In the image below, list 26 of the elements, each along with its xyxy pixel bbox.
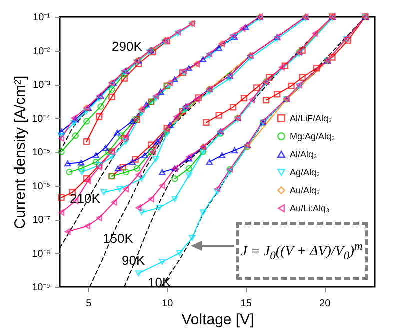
legend-label: Au/Alq₃ xyxy=(290,186,321,196)
y-tick-label: 10⁻¹ xyxy=(33,12,52,24)
legend-label: Au/Li:Alq₃ xyxy=(290,204,330,214)
y-tick-label: 10⁻⁹ xyxy=(32,282,50,294)
y-axis-title: Current density [A/cm²] xyxy=(12,76,30,230)
legend-label: Al/Alq₃ xyxy=(290,150,318,160)
x-tick-label: 10 xyxy=(162,298,174,310)
annotation: 290K xyxy=(112,39,142,54)
y-tick-label: 10⁻⁸ xyxy=(32,248,50,260)
legend-label: Al/LiF/Alq₃ xyxy=(290,114,333,124)
x-axis-title: Voltage [V] xyxy=(182,312,254,328)
y-tick-label: 10⁻⁴ xyxy=(32,114,50,125)
y-tick-label: 10⁻⁷ xyxy=(32,215,51,226)
legend-label: Mg:Ag/Alq₃ xyxy=(290,132,336,142)
formula-frame: J = J$_{0}$((V + ΔV)/V$_{0}$)$^{m}$ xyxy=(236,222,368,280)
annotation: J = J$_{0}$((V + ΔV)/V$_{0}$)$^{m}$ xyxy=(241,240,363,262)
x-tick-label: 5 xyxy=(86,298,92,310)
y-tick-label: 10⁻³ xyxy=(33,80,52,91)
annotation: 90K xyxy=(122,253,146,268)
y-tick-label: 10⁻⁶ xyxy=(32,181,50,192)
y-tick-label: 10⁻⁵ xyxy=(32,148,50,158)
legend-label: Ag/Alq₃ xyxy=(290,168,321,178)
x-tick-label: 15 xyxy=(240,298,252,310)
x-tick-label: 20 xyxy=(320,298,332,310)
y-tick-label: 10⁻² xyxy=(33,46,52,58)
annotation: 150K xyxy=(103,231,134,246)
